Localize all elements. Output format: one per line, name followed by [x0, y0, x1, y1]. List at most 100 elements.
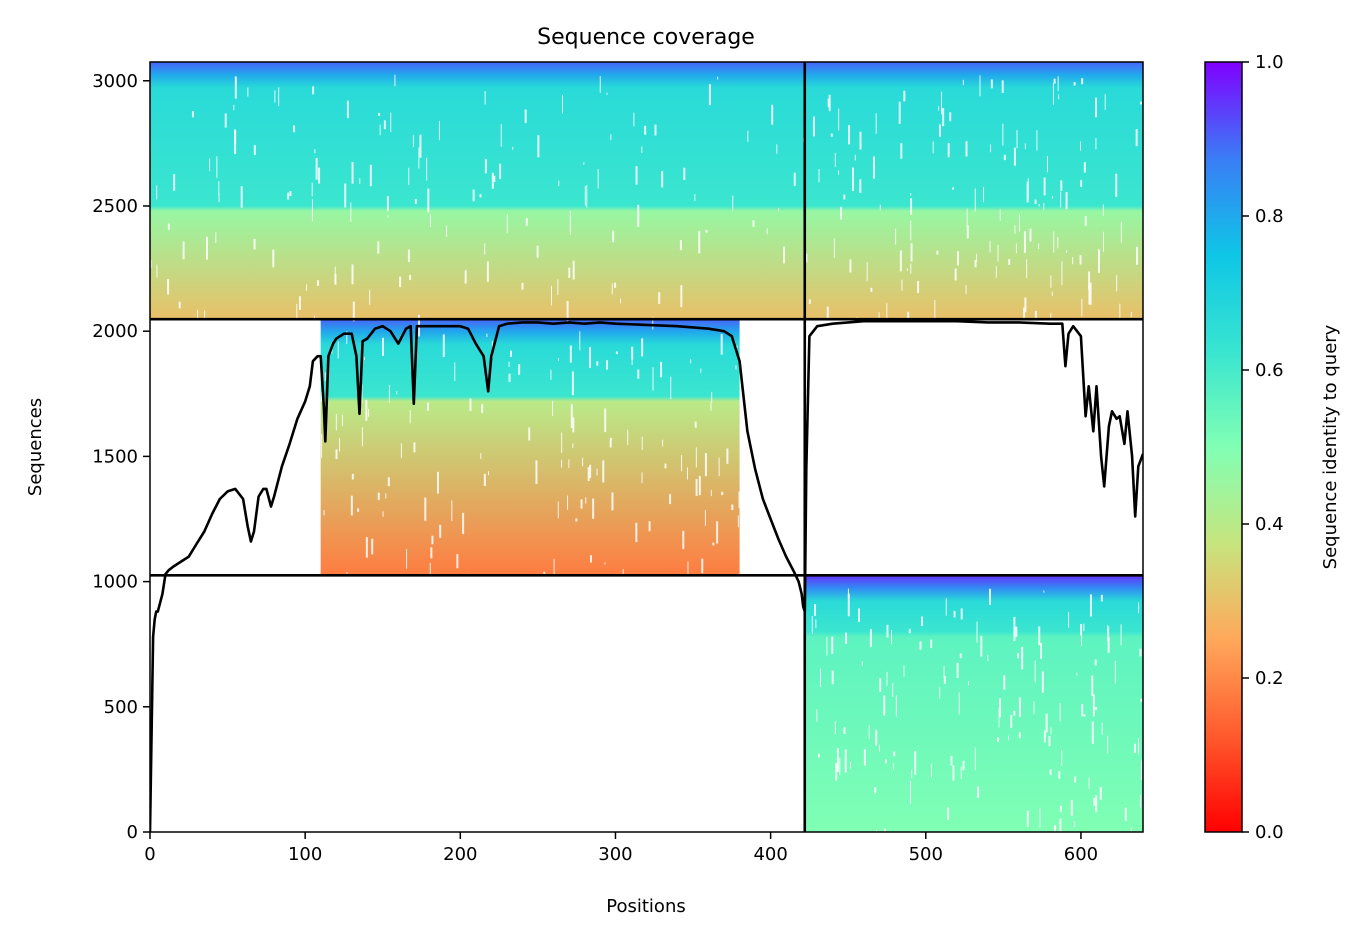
gap-mark	[568, 459, 570, 468]
gap-mark	[990, 144, 992, 153]
gap-mark	[843, 194, 846, 200]
gap-mark	[351, 264, 354, 285]
gap-mark	[960, 608, 963, 620]
gap-mark	[1010, 715, 1013, 728]
gap-mark	[439, 524, 442, 538]
gap-mark	[660, 361, 663, 378]
gap-mark	[167, 223, 170, 230]
gap-mark	[599, 76, 601, 93]
gap-mark	[589, 347, 592, 368]
gap-mark	[512, 146, 514, 150]
gap-mark	[895, 228, 897, 245]
y-axis-ticks: 0 500 1000 1500 2000 2500 3000	[92, 71, 150, 843]
gap-mark	[738, 491, 740, 509]
gap-mark	[1098, 249, 1101, 273]
gap-mark	[861, 661, 863, 666]
gap-mark	[1013, 616, 1016, 641]
plot-frame	[149, 61, 1144, 833]
gap-mark	[1130, 312, 1132, 318]
gap-mark	[1061, 261, 1063, 286]
gap-mark	[1079, 255, 1082, 265]
gap-mark	[1036, 130, 1038, 151]
gap-mark	[687, 561, 689, 585]
gap-mark	[278, 87, 280, 107]
gap-mark	[385, 493, 387, 499]
gap-mark	[182, 241, 185, 260]
gap-mark	[698, 475, 701, 496]
gap-mark	[965, 285, 967, 295]
gap-mark	[844, 749, 847, 773]
gap-mark	[1066, 250, 1068, 254]
gap-mark	[834, 721, 836, 735]
gap-mark	[1120, 624, 1122, 646]
gap-mark	[893, 751, 896, 757]
gap-mark	[1024, 143, 1026, 150]
gap-mark	[962, 760, 965, 771]
coverage-block	[804, 575, 1143, 832]
gap-mark	[561, 432, 563, 454]
gap-mark	[1024, 297, 1027, 313]
gap-mark	[900, 143, 903, 159]
gap-mark	[808, 299, 811, 304]
gap-mark	[816, 709, 818, 722]
gap-mark	[812, 116, 815, 137]
x-tick-label: 400	[753, 844, 787, 865]
coverage-line	[150, 319, 1143, 832]
gap-mark	[995, 266, 997, 278]
gap-mark	[371, 538, 374, 555]
colorbar-ticks: 0.0 0.2 0.4 0.6 0.8 1.0	[1242, 52, 1284, 843]
gap-mark	[735, 365, 737, 370]
gap-mark	[1104, 94, 1106, 110]
gap-mark	[224, 113, 227, 128]
gap-mark	[381, 337, 384, 357]
gap-mark	[484, 243, 486, 255]
gap-mark	[951, 187, 954, 190]
gap-mark	[679, 240, 682, 251]
gap-mark	[1080, 180, 1083, 187]
gap-mark	[508, 373, 511, 383]
gap-mark	[567, 495, 569, 510]
gap-mark	[943, 676, 946, 684]
gap-mark	[1095, 706, 1098, 710]
gap-mark	[1139, 648, 1142, 657]
gap-mark	[1023, 231, 1026, 253]
gap-mark	[895, 695, 897, 717]
gap-mark	[509, 350, 512, 358]
gap-mark	[863, 749, 866, 766]
y-tick-label: 2500	[92, 196, 138, 217]
gap-mark	[1050, 275, 1052, 288]
gap-mark	[919, 641, 922, 650]
gap-mark	[879, 204, 881, 211]
gap-mark	[683, 167, 686, 180]
gap-mark	[1119, 303, 1121, 325]
gap-mark	[783, 246, 786, 264]
gap-mark	[669, 494, 672, 505]
gap-mark	[1029, 228, 1032, 242]
gap-mark	[1054, 824, 1057, 832]
gap-mark	[793, 172, 796, 186]
gap-mark	[815, 619, 817, 629]
coverage-block	[150, 62, 805, 320]
colorbar-label: Sequence identity to query	[1320, 324, 1341, 569]
gap-mark	[1045, 713, 1048, 733]
gap-mark	[903, 665, 905, 677]
gap-mark	[960, 766, 962, 780]
gap-mark	[820, 668, 822, 688]
gap-mark	[335, 449, 338, 460]
y-tick-label: 2000	[92, 321, 138, 342]
gap-mark	[866, 262, 868, 282]
gap-mark	[579, 331, 581, 351]
gap-mark	[493, 175, 496, 183]
gap-mark	[156, 185, 158, 200]
gap-mark	[351, 574, 353, 581]
gap-mark	[610, 134, 612, 141]
chart-title: Sequence coverage	[537, 25, 755, 50]
gap-mark	[654, 124, 657, 136]
colorbar-tick-label: 1.0	[1255, 52, 1284, 73]
gap-mark	[378, 112, 381, 116]
gap-mark	[838, 170, 840, 175]
gap-mark	[886, 624, 889, 638]
gap-mark	[483, 473, 486, 487]
gap-mark	[525, 218, 528, 226]
gap-mark	[543, 571, 546, 587]
